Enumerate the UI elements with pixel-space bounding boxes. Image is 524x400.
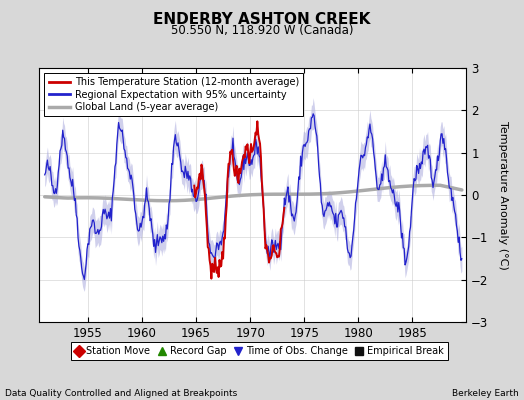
Y-axis label: Temperature Anomaly (°C): Temperature Anomaly (°C) (498, 121, 508, 269)
Legend: Station Move, Record Gap, Time of Obs. Change, Empirical Break: Station Move, Record Gap, Time of Obs. C… (71, 342, 448, 360)
Text: 50.550 N, 118.920 W (Canada): 50.550 N, 118.920 W (Canada) (171, 24, 353, 37)
Text: Berkeley Earth: Berkeley Earth (452, 389, 519, 398)
Text: Data Quality Controlled and Aligned at Breakpoints: Data Quality Controlled and Aligned at B… (5, 389, 237, 398)
Text: ENDERBY ASHTON CREEK: ENDERBY ASHTON CREEK (154, 12, 370, 27)
Legend: This Temperature Station (12-month average), Regional Expectation with 95% uncer: This Temperature Station (12-month avera… (44, 73, 303, 116)
